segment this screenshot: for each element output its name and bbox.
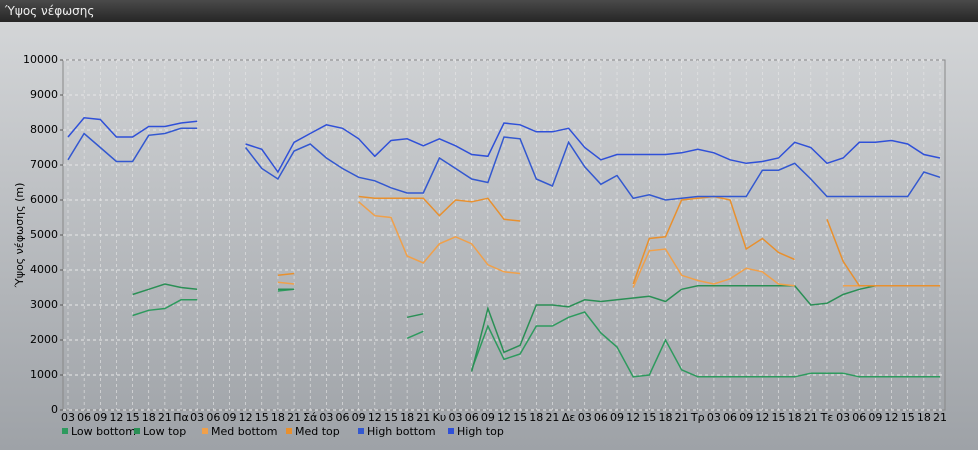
- x-tick-label: 12: [885, 411, 899, 424]
- x-tick-label: 09: [481, 411, 495, 424]
- x-tick-label: 18: [529, 411, 543, 424]
- x-tick-label: 12: [239, 411, 253, 424]
- x-tick-label: Πα: [173, 411, 189, 424]
- x-tick-label: 12: [497, 411, 511, 424]
- x-tick-label: 06: [465, 411, 479, 424]
- x-tick-label: 06: [336, 411, 350, 424]
- legend-label: Med bottom: [211, 425, 278, 438]
- series-line: [132, 283, 940, 372]
- x-tick-label: 12: [755, 411, 769, 424]
- x-tick-label: 03: [836, 411, 850, 424]
- legend-marker: [202, 428, 208, 434]
- x-tick-label: 06: [594, 411, 608, 424]
- legend-marker: [134, 428, 140, 434]
- x-tick-label: 12: [626, 411, 640, 424]
- x-tick-label: 03: [190, 411, 204, 424]
- x-tick-label: 06: [852, 411, 866, 424]
- x-tick-label: 06: [206, 411, 220, 424]
- x-tick-label: 03: [578, 411, 592, 424]
- y-tick-label: 2000: [30, 333, 58, 346]
- x-tick-label: 21: [287, 411, 301, 424]
- x-tick-label: 15: [772, 411, 786, 424]
- x-tick-label: 06: [77, 411, 91, 424]
- y-tick-label: 10000: [23, 53, 58, 66]
- x-tick-label: 18: [788, 411, 802, 424]
- chart: Ύψος νέφωσης (m) 0 1000 2000 3000 4000 5000 60…: [13, 53, 947, 438]
- x-tick-label: Τρ: [690, 411, 705, 424]
- x-tick-label: 18: [400, 411, 414, 424]
- x-tick-label: Κυ: [433, 411, 447, 424]
- y-tick-label: 4000: [30, 263, 58, 276]
- x-tick-label: 03: [61, 411, 75, 424]
- x-tick-label: 09: [739, 411, 753, 424]
- x-tick-label: 03: [707, 411, 721, 424]
- y-tick-label: 9000: [30, 88, 58, 101]
- x-tick-label: 06: [723, 411, 737, 424]
- x-tick-label: 12: [109, 411, 123, 424]
- x-tick-label: 12: [368, 411, 382, 424]
- x-tick-label: 15: [642, 411, 656, 424]
- legend-marker: [358, 428, 364, 434]
- x-tick-label: 18: [917, 411, 931, 424]
- x-tick-label: 18: [658, 411, 672, 424]
- x-tick-label: 15: [126, 411, 140, 424]
- x-tick-label: 09: [352, 411, 366, 424]
- x-tick-label: 09: [610, 411, 624, 424]
- x-tick-label: Τε: [820, 411, 834, 424]
- series-line: [277, 195, 940, 287]
- x-tick-label: 03: [449, 411, 463, 424]
- series-line: [132, 288, 940, 378]
- legend-label: High top: [457, 425, 504, 438]
- legend-marker: [286, 428, 292, 434]
- y-tick-label: 3000: [30, 298, 58, 311]
- x-tick-label: 21: [545, 411, 559, 424]
- y-tick-label: 0: [51, 403, 58, 416]
- legend-marker: [448, 428, 454, 434]
- x-tick-label: 03: [319, 411, 333, 424]
- x-tick-label: 15: [384, 411, 398, 424]
- x-tick-label: 09: [868, 411, 882, 424]
- x-tick-label: 15: [901, 411, 915, 424]
- window-title: Ύψος νέφωσης: [0, 0, 978, 22]
- legend-label: High bottom: [367, 425, 436, 438]
- x-tick-label: 18: [142, 411, 156, 424]
- legend-marker: [62, 428, 68, 434]
- legend-label: Low top: [143, 425, 186, 438]
- x-tick-label: 15: [513, 411, 527, 424]
- y-tick-label: 6000: [30, 193, 58, 206]
- x-tick-label: 18: [271, 411, 285, 424]
- series-line: [67, 127, 941, 201]
- y-tick-label: 1000: [30, 368, 58, 381]
- x-tick-label: 21: [933, 411, 947, 424]
- series-line: [67, 117, 941, 174]
- y-tick-label: 7000: [30, 158, 58, 171]
- legend-label: Low bottom: [71, 425, 136, 438]
- x-tick-label: 09: [93, 411, 107, 424]
- x-tick-label: 21: [675, 411, 689, 424]
- x-tick-label: 21: [804, 411, 818, 424]
- x-tick-label: 15: [255, 411, 269, 424]
- series-line: [277, 201, 940, 288]
- x-tick-label: Σά: [303, 411, 317, 424]
- y-tick-label: 8000: [30, 123, 58, 136]
- y-axis-label: Ύψος νέφωσης (m): [13, 183, 26, 289]
- x-tick-label: Δε: [562, 411, 576, 424]
- y-tick-label: 5000: [30, 228, 58, 241]
- x-tick-label: 21: [416, 411, 430, 424]
- legend-label: Med top: [295, 425, 340, 438]
- x-tick-label: 09: [222, 411, 236, 424]
- x-tick-label: 21: [158, 411, 172, 424]
